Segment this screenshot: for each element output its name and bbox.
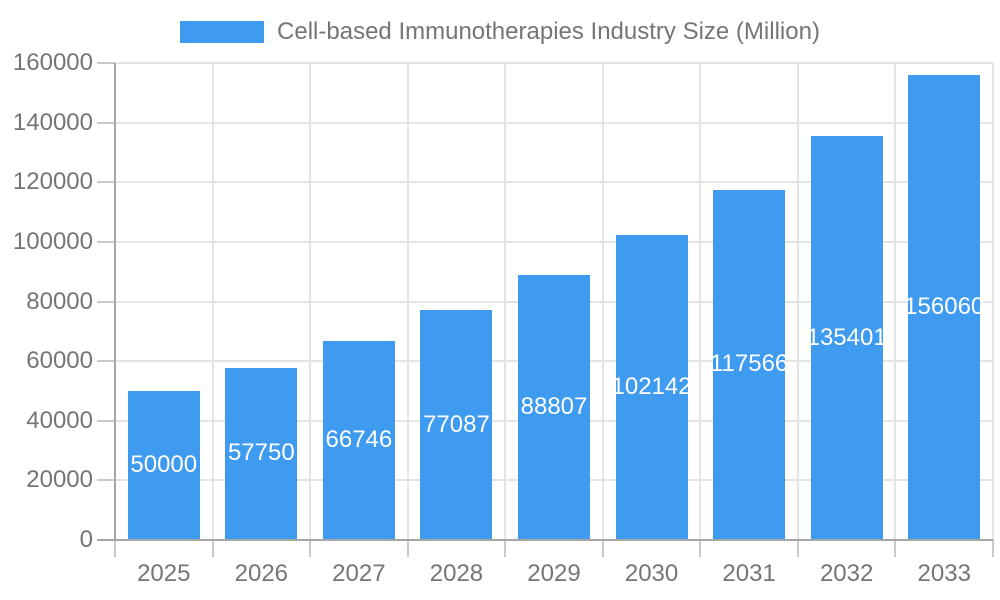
- x-axis-tick: [699, 540, 702, 557]
- gridline-vertical: [601, 63, 604, 540]
- bar-2029[interactable]: [518, 275, 590, 539]
- bar-2026[interactable]: [225, 367, 298, 539]
- gridline-vertical: [504, 63, 507, 540]
- legend: Cell-based Immunotherapies Industry Size…: [0, 18, 1000, 46]
- gridline-horizontal: [115, 121, 993, 124]
- x-axis-tick: [601, 540, 604, 557]
- x-axis-tick: [211, 540, 214, 557]
- gridline-vertical: [699, 63, 702, 540]
- y-axis-tick: [97, 300, 115, 303]
- y-axis-tick: [97, 240, 115, 243]
- y-axis-tick: [97, 181, 115, 184]
- legend-label: Cell-based Immunotherapies Industry Size…: [277, 18, 820, 45]
- x-axis-line: [97, 539, 993, 541]
- gridline-vertical: [309, 63, 312, 540]
- y-axis-tick: [97, 419, 115, 422]
- y-axis-tick-label: 160000: [12, 49, 93, 76]
- x-axis-tick-label: 2030: [624, 560, 679, 587]
- bar-2030[interactable]: [615, 235, 688, 539]
- y-axis-tick: [97, 62, 115, 64]
- bar-2031[interactable]: [713, 189, 786, 539]
- x-axis-tick: [309, 540, 312, 557]
- gridline-horizontal: [115, 240, 993, 243]
- y-axis-tick: [97, 479, 115, 482]
- x-axis-tick: [114, 540, 116, 557]
- gridline-vertical: [894, 63, 897, 540]
- y-axis-tick-label: 0: [79, 526, 93, 553]
- bar-2032[interactable]: [810, 136, 883, 539]
- y-axis-tick-label: 40000: [26, 406, 93, 434]
- x-axis-tick-label: 2029: [527, 560, 581, 587]
- y-axis-tick-label: 100000: [12, 227, 93, 255]
- gridline-vertical: [406, 63, 409, 540]
- x-axis-tick: [406, 540, 409, 557]
- gridline-vertical: [796, 63, 799, 540]
- y-axis-tick-label: 120000: [12, 168, 93, 196]
- y-axis-tick-label: 20000: [26, 466, 93, 494]
- y-axis-tick: [97, 121, 115, 124]
- bar-2028[interactable]: [420, 310, 493, 539]
- x-axis-tick-label: 2028: [429, 560, 484, 587]
- legend-swatch-icon: [180, 21, 265, 43]
- y-axis-tick: [97, 360, 115, 363]
- gridline-horizontal: [115, 62, 993, 64]
- gridline-vertical: [211, 63, 214, 540]
- bar-2025[interactable]: [127, 390, 200, 539]
- bar-2027[interactable]: [322, 341, 395, 539]
- x-axis-tick-label: 2032: [819, 560, 874, 587]
- x-axis-tick-label: 2031: [722, 560, 776, 587]
- x-axis-tick: [894, 540, 897, 557]
- y-axis-tick-label: 140000: [12, 108, 93, 136]
- gridline-horizontal: [115, 181, 993, 184]
- x-axis-tick-label: 2027: [332, 560, 386, 587]
- x-axis-tick: [992, 540, 994, 557]
- bar-2033[interactable]: [908, 74, 981, 539]
- x-axis-tick-label: 2025: [137, 560, 191, 587]
- x-axis-tick-label: 2026: [234, 560, 289, 587]
- x-axis-tick-label: 2033: [917, 560, 971, 587]
- x-axis-tick: [796, 540, 799, 557]
- y-axis-line: [114, 63, 116, 540]
- legend-item[interactable]: Cell-based Immunotherapies Industry Size…: [180, 18, 820, 46]
- x-axis-tick: [504, 540, 507, 557]
- gridline-vertical: [992, 63, 994, 540]
- y-axis-tick-label: 80000: [26, 287, 93, 315]
- y-axis-tick-label: 60000: [26, 347, 93, 375]
